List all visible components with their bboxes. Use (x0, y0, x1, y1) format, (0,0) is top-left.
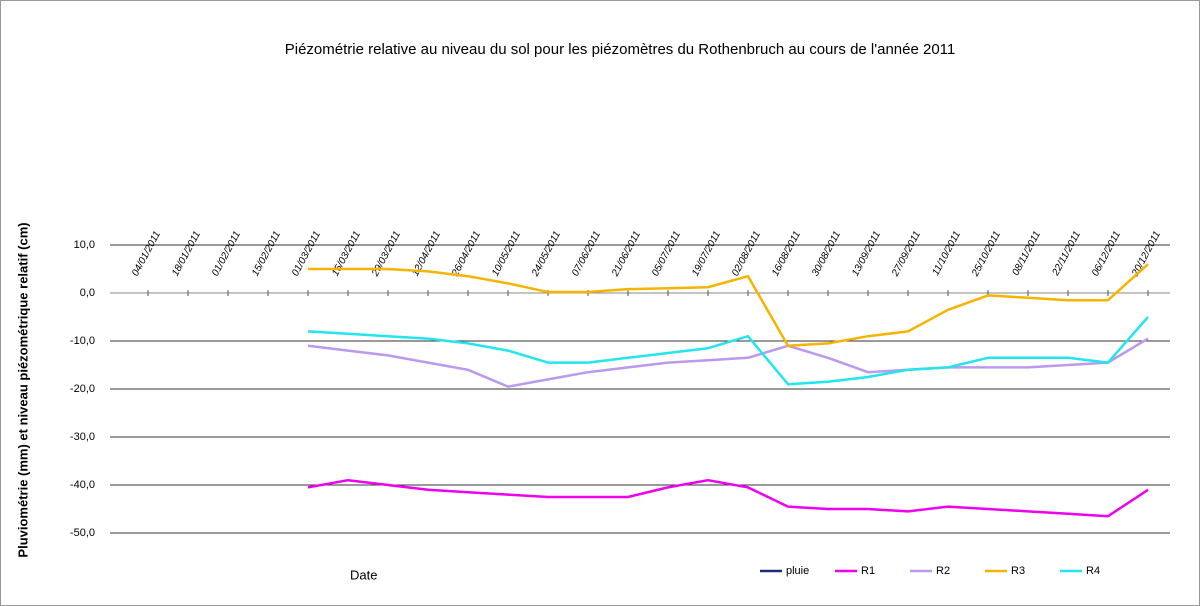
x-axis-label: Date (350, 567, 377, 582)
y-tick-label: -40,0 (70, 479, 95, 491)
legend-label: R4 (1086, 565, 1100, 577)
series-line (308, 263, 1149, 348)
y-tick-label: -50,0 (70, 527, 95, 539)
y-tick-label: -30,0 (70, 431, 95, 443)
legend-label: R2 (936, 565, 950, 577)
y-tick-label: 10,0 (74, 239, 95, 251)
chart-title: Piézométrie relative au niveau du sol po… (285, 41, 956, 58)
series-line (307, 337, 1149, 388)
y-tick-label: -10,0 (70, 335, 95, 347)
legend-label: R3 (1011, 565, 1025, 577)
series-line (307, 316, 1149, 386)
legend-label: R1 (861, 565, 875, 577)
y-tick-label: -20,0 (70, 383, 95, 395)
y-tick-label: 0,0 (80, 287, 95, 299)
y-axis-label: Pluviométrie (mm) et niveau piézométriqu… (15, 222, 30, 557)
legend-label: pluie (786, 565, 809, 577)
series-line (307, 478, 1149, 518)
